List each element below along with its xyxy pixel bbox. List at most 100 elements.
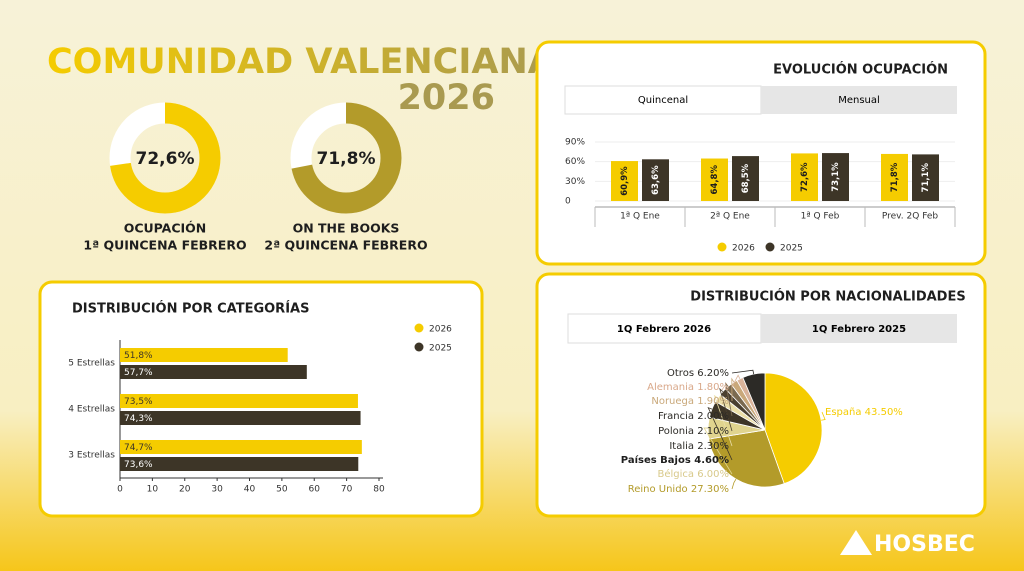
y-tick-label: 60%	[565, 157, 585, 167]
pie-value: 2.00%	[697, 411, 729, 422]
y-tick-label: 4 Estrellas	[68, 405, 115, 415]
pie-slice	[708, 429, 785, 488]
pie-value: 27.30%	[691, 484, 729, 495]
bar-value-label: 68,5%	[741, 163, 751, 193]
leader-line	[707, 406, 733, 461]
pie-value: 6.20%	[697, 368, 729, 379]
legend-swatch	[414, 342, 424, 352]
x-tick-label: 0	[117, 485, 123, 495]
donut-arc	[109, 102, 221, 214]
pie-category: Francia	[658, 411, 694, 422]
x-tick-label: 70	[341, 485, 353, 495]
pie-label: Otros 6.20%	[667, 368, 729, 379]
chart-title: DISTRIBUCIÓN POR NACIONALIDADES	[690, 289, 965, 305]
pie-category: Noruega	[651, 396, 694, 407]
pie-value: 1.80%	[697, 382, 729, 393]
pie-category: Bélgica	[657, 468, 694, 480]
main-year: 2026	[398, 78, 495, 118]
donut-arc	[290, 102, 402, 214]
bar	[822, 153, 849, 201]
pie-category: Alemania	[647, 382, 694, 393]
bar	[120, 365, 307, 379]
pie-category: Otros	[667, 368, 694, 379]
leader-line	[731, 377, 735, 402]
logo-icon	[840, 530, 872, 555]
x-tick-label: 10	[147, 485, 159, 495]
legend-label: 2025	[780, 244, 803, 254]
bar	[701, 158, 728, 201]
pie-category: España	[825, 407, 861, 418]
bar-value-label: 63,6%	[651, 165, 661, 195]
bar-value-label: 73,5%	[124, 397, 153, 407]
pie-value: 6.00%	[697, 469, 729, 480]
pie-label: Bélgica 6.00%	[657, 468, 729, 480]
tab[interactable]	[564, 85, 762, 115]
leader-line	[703, 427, 733, 475]
tab-label[interactable]: 1Q Febrero 2025	[812, 324, 906, 335]
y-tick-label: 3 Estrellas	[68, 451, 115, 461]
pie-label: Países Bajos 4.60%	[621, 454, 729, 466]
pie-label: Polonia 2.10%	[658, 426, 729, 437]
y-tick-label: 5 Estrellas	[68, 359, 115, 369]
leader-line	[731, 478, 737, 490]
y-tick-label: 0	[565, 197, 571, 207]
bar-value-label: 57,7%	[124, 368, 153, 378]
bar	[120, 348, 288, 362]
legend-label: 2026	[732, 244, 755, 254]
pie-category: Polonia	[658, 426, 694, 437]
donut-value: 72,6%	[136, 149, 195, 169]
bar-value-label: 51,8%	[124, 351, 153, 361]
legend-label: 2026	[429, 325, 452, 335]
pie-category: Reino Unido	[628, 484, 688, 495]
pie-value: 2.30%	[697, 441, 729, 452]
x-tick-label: 2ª Q Ene	[710, 212, 750, 222]
pie-label: Francia 2.00%	[658, 411, 729, 422]
x-tick-label: 80	[373, 485, 385, 495]
tab-label[interactable]: 1Q Febrero 2026	[617, 324, 711, 335]
x-tick-label: 50	[276, 485, 288, 495]
legend-label: 2025	[429, 344, 452, 354]
pie-value: 1.90%	[697, 396, 729, 407]
bar-value-label: 74,7%	[124, 443, 153, 453]
tab-label[interactable]: Quincenal	[638, 95, 688, 106]
leader-line	[821, 411, 826, 421]
leader-line	[724, 381, 733, 417]
x-tick-label: 20	[179, 485, 191, 495]
leader-line	[719, 387, 733, 432]
pie-label: Italia 2.30%	[669, 441, 729, 452]
pie-category: Países Bajos	[621, 454, 691, 466]
pie-slice	[764, 372, 823, 485]
tab-label[interactable]: Mensual	[838, 95, 880, 106]
y-tick-label: 30%	[565, 177, 585, 187]
x-tick-label: 40	[244, 485, 256, 495]
donut-label: 2ª QUINCENA FEBRERO	[264, 238, 427, 253]
leader-line	[713, 394, 733, 447]
bar-value-label: 71,1%	[921, 162, 931, 192]
pie-value: 43.50%	[865, 407, 903, 418]
bar	[791, 153, 818, 201]
bar-value-label: 73,1%	[831, 162, 841, 192]
bar	[120, 440, 362, 454]
x-tick-label: 60	[309, 485, 321, 495]
pie-value: 2.10%	[697, 426, 729, 437]
tab[interactable]	[761, 86, 957, 114]
pie-value: 4.60%	[694, 455, 729, 466]
bar-value-label: 74,3%	[124, 414, 153, 424]
legend-swatch	[765, 242, 775, 252]
x-tick-label: 30	[211, 485, 223, 495]
leader-line	[731, 374, 741, 388]
donut-label: 1ª QUINCENA FEBRERO	[83, 238, 246, 253]
pie-label: Reino Unido 27.30%	[628, 484, 729, 495]
bar	[120, 394, 358, 408]
tab[interactable]	[761, 314, 957, 343]
bar-value-label: 60,9%	[620, 166, 630, 196]
pie-label: España 43.50%	[825, 407, 903, 418]
bar-value-label: 71,8%	[890, 162, 900, 192]
x-tick-label: 1ª Q Ene	[620, 212, 660, 222]
leader-line	[731, 369, 755, 375]
bar-value-label: 64,8%	[710, 165, 720, 195]
bar	[732, 156, 759, 201]
bar	[611, 161, 638, 201]
donut-label: OCUPACIÓN	[124, 221, 207, 236]
